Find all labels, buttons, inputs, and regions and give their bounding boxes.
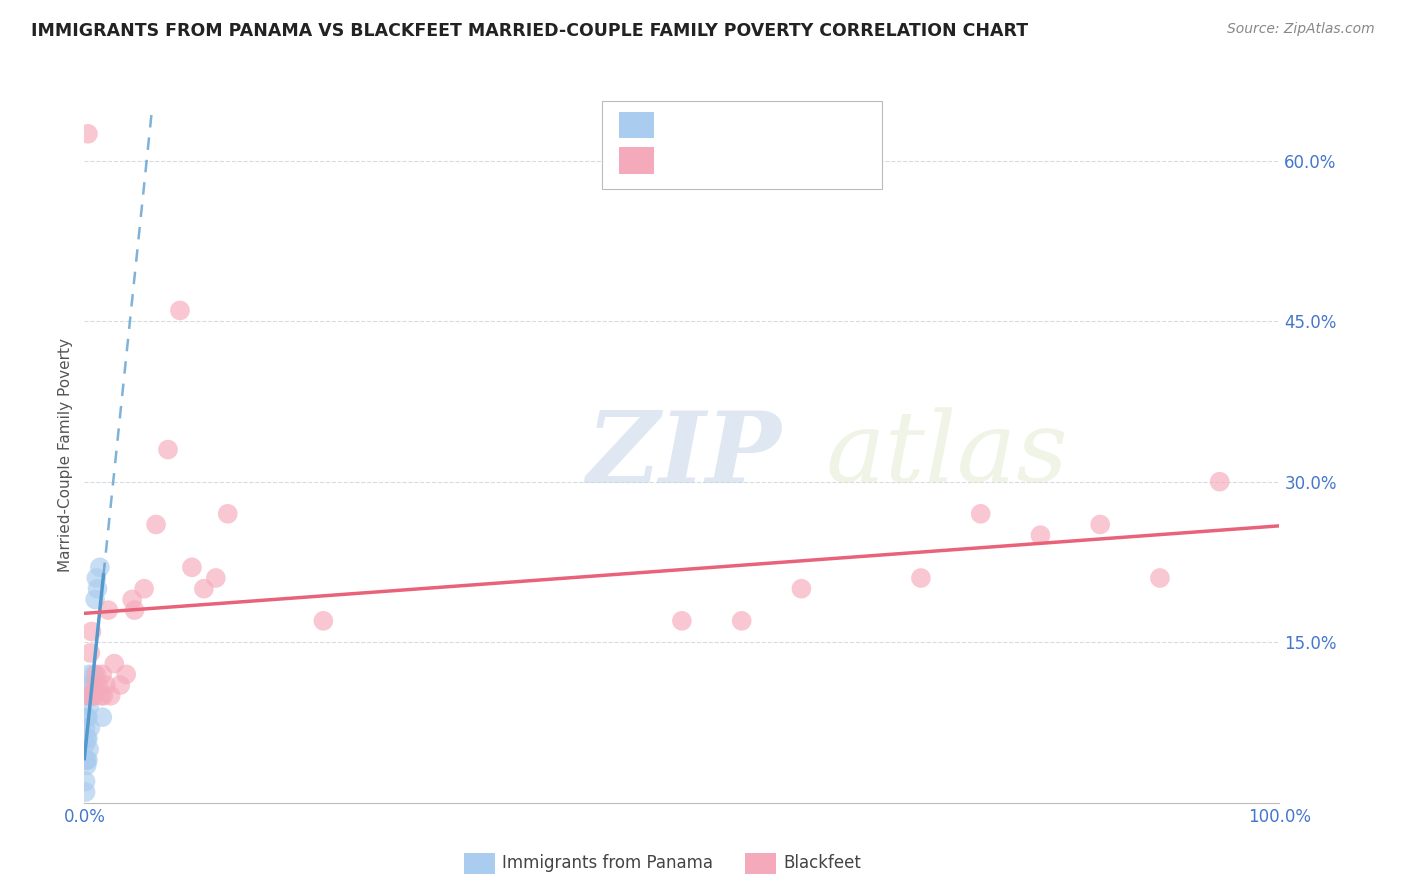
Point [77,742,100,756]
Point [86,582,108,596]
Point [82,689,104,703]
Point [76,710,98,724]
Text: R =: R = [665,152,704,169]
Point [87,678,110,692]
Point [76,731,98,746]
Point [76,689,98,703]
Point [132,582,156,596]
Point [100,689,122,703]
Point [157,442,180,457]
Point [91,667,114,681]
Point [75,737,97,751]
Point [82,689,104,703]
Point [124,603,146,617]
Point [121,592,143,607]
Text: Source: ZipAtlas.com: Source: ZipAtlas.com [1227,22,1375,37]
Point [80,624,103,639]
Text: R =: R = [665,116,704,134]
Point [110,678,132,692]
Point [93,689,115,703]
Point [77,689,100,703]
Point [193,582,215,596]
Point [205,571,228,585]
Point [169,303,191,318]
Point [1209,475,1232,489]
Point [1029,528,1052,542]
Text: Immigrants from Panama: Immigrants from Panama [502,855,713,872]
Point [671,614,693,628]
Point [84,592,107,607]
Point [312,614,335,628]
Text: 38: 38 [823,152,848,169]
Point [79,646,101,660]
Point [79,721,101,735]
Point [76,753,98,767]
Point [181,560,204,574]
Point [1090,517,1112,532]
Point [790,582,813,596]
Point [77,689,100,703]
Point [84,678,107,692]
Text: 28: 28 [823,116,848,134]
Point [91,710,114,724]
Point [83,667,105,681]
Point [86,667,108,681]
Point [115,667,138,681]
Point [910,571,932,585]
Point [89,560,111,574]
Point [731,614,754,628]
Text: 0.451: 0.451 [710,152,766,169]
Point [77,127,100,141]
Point [1149,571,1171,585]
Text: 0.046: 0.046 [710,116,766,134]
Y-axis label: Married-Couple Family Poverty: Married-Couple Family Poverty [58,338,73,572]
Point [217,507,239,521]
Point [77,699,100,714]
Point [970,507,993,521]
Point [75,774,97,789]
Point [75,753,97,767]
Point [90,689,112,703]
Point [86,571,108,585]
Point [77,753,100,767]
Point [76,758,98,772]
Point [77,731,100,746]
Point [97,603,120,617]
Point [75,721,97,735]
Point [77,678,100,692]
Point [77,710,100,724]
Point [94,678,117,692]
Text: atlas: atlas [825,408,1069,502]
Point [145,517,167,532]
Point [75,785,97,799]
Text: ZIP: ZIP [586,407,782,503]
Point [79,678,101,692]
Text: Blackfeet: Blackfeet [783,855,860,872]
Text: N =: N = [770,116,823,134]
Point [80,689,103,703]
Text: IMMIGRANTS FROM PANAMA VS BLACKFEET MARRIED-COUPLE FAMILY POVERTY CORRELATION CH: IMMIGRANTS FROM PANAMA VS BLACKFEET MARR… [31,22,1028,40]
Point [83,689,105,703]
Point [103,657,125,671]
Point [77,667,100,681]
Text: N =: N = [770,152,823,169]
